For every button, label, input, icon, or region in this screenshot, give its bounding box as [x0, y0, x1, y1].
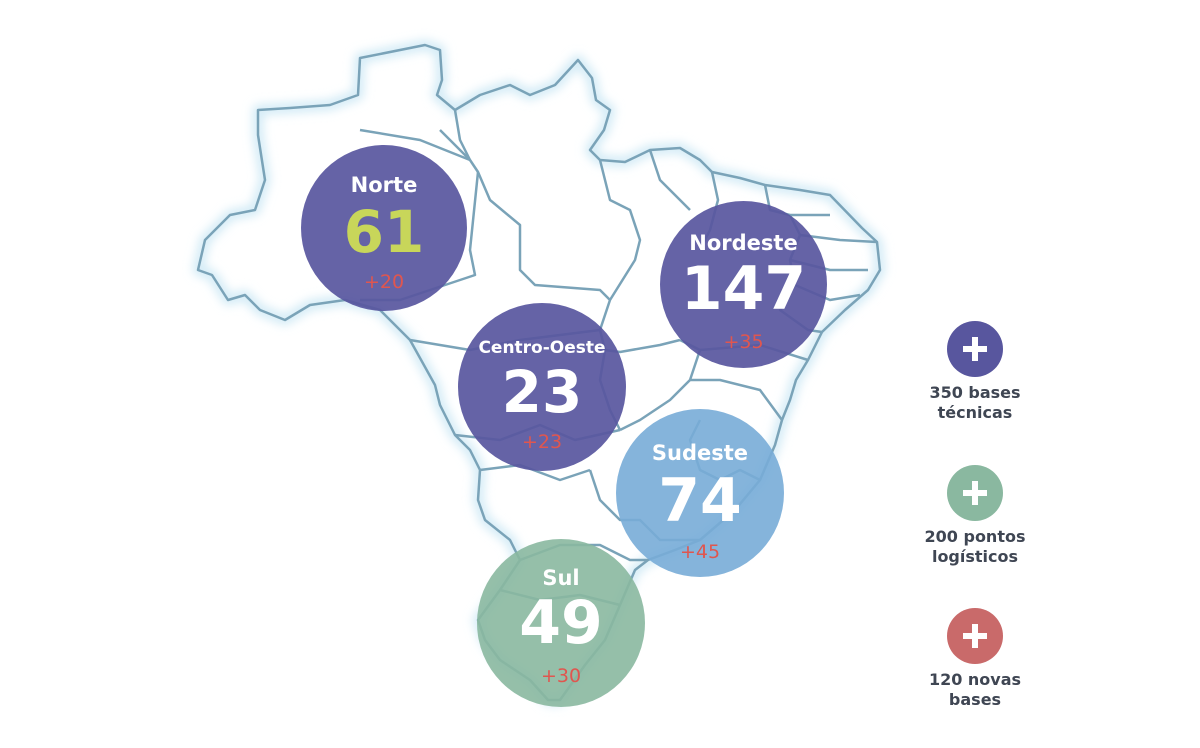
region-bubble-centro-oeste: Centro-Oeste 23 +23: [458, 303, 626, 471]
region-bubble-sudeste: Sudeste 74 +45: [616, 409, 784, 577]
plus-icon: [963, 624, 987, 648]
legend-line-2: logísticos: [931, 547, 1019, 566]
region-bubble-nordeste: Nordeste 147 +35: [660, 201, 827, 368]
region-name-norte: Norte: [350, 173, 418, 197]
region-name-sudeste: Sudeste: [651, 441, 749, 465]
legend-text: 120 novas bases: [915, 670, 1035, 710]
legend-line-1: 200 pontos: [924, 527, 1026, 546]
region-count-nordeste: 147: [680, 254, 807, 324]
region-added-norte: +20: [363, 271, 405, 293]
legend-item-novas-bases: 120 novas bases: [915, 608, 1035, 710]
region-added-centro-oeste: +23: [521, 431, 563, 453]
region-count-sul: 49: [519, 588, 603, 658]
legend-text: 350 bases técnicas: [915, 383, 1035, 423]
legend-dot: [947, 465, 1003, 521]
legend-dot: [947, 321, 1003, 377]
region-count-norte: 61: [343, 198, 425, 266]
plus-icon: [963, 481, 987, 505]
region-count-sudeste: 74: [658, 466, 742, 536]
region-added-nordeste: +35: [723, 331, 764, 353]
region-added-sudeste: +45: [679, 541, 721, 563]
region-added-sul: +30: [540, 665, 582, 687]
region-bubble-sul: Sul 49 +30: [477, 539, 645, 707]
legend-line-2: técnicas: [937, 403, 1013, 422]
plus-icon: [963, 337, 987, 361]
region-name-sul: Sul: [542, 566, 580, 590]
legend-text: 200 pontos logísticos: [915, 527, 1035, 567]
region-name-nordeste: Nordeste: [689, 231, 798, 255]
legend-line-1: 350 bases: [929, 383, 1021, 402]
legend-item-pontos-logisticos: 200 pontos logísticos: [915, 465, 1035, 567]
legend-line-2: bases: [948, 690, 1002, 709]
legend-dot: [947, 608, 1003, 664]
region-bubble-norte: Norte 61 +20: [301, 145, 467, 311]
legend-line-1: 120 novas: [928, 670, 1022, 689]
region-name-centro-oeste: Centro-Oeste: [478, 338, 606, 358]
legend-item-bases-tecnicas: 350 bases técnicas: [915, 321, 1035, 423]
region-count-centro-oeste: 23: [501, 358, 583, 426]
